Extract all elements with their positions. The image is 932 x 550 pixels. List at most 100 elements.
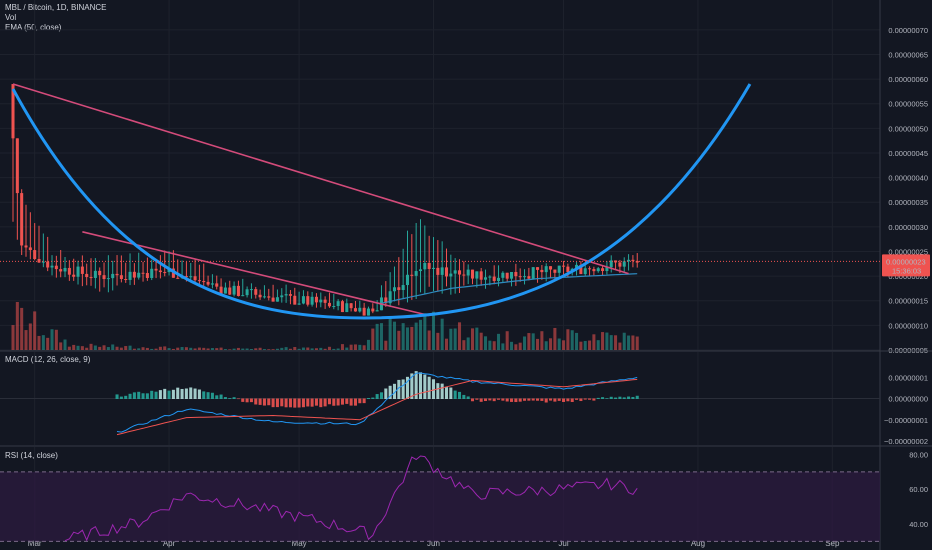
price-tick-label-12: 0.00000010 <box>888 321 928 330</box>
macd-histogram-bar <box>575 398 579 400</box>
symbol-title[interactable]: MBL / Bitcoin, 1D, BINANCE <box>5 3 107 12</box>
volume-bar <box>457 322 462 350</box>
macd-histogram-bar <box>379 392 383 399</box>
volume-bar <box>405 327 410 350</box>
volume-bar <box>245 348 249 350</box>
candle-body <box>358 307 362 312</box>
candle-body <box>349 303 353 309</box>
candle-body <box>371 308 375 312</box>
trendline-major <box>12 83 629 275</box>
candle-body <box>102 275 106 280</box>
volume-bar <box>154 348 158 350</box>
trendline-minor <box>82 231 430 317</box>
volume-bar <box>436 332 440 350</box>
candle-body <box>453 270 457 274</box>
candle-body <box>431 267 436 269</box>
volume-bar <box>106 347 110 350</box>
rsi-line <box>64 455 638 542</box>
volume-bar <box>150 348 154 350</box>
macd-histogram-bar <box>601 397 605 399</box>
candle-body <box>11 84 15 139</box>
candle-body <box>76 266 80 277</box>
macd-pane-label[interactable]: MACD (12, 26, close, 9) <box>5 355 91 364</box>
candle-body <box>197 280 201 282</box>
volume-bar <box>163 346 167 350</box>
price-tick-label-2: 0.00000060 <box>888 75 928 84</box>
candle-body <box>145 273 149 279</box>
rsi-pane-label[interactable]: RSI (14, close) <box>5 451 58 460</box>
indicator-ema[interactable]: EMA (50, close) <box>5 23 62 32</box>
candle-body <box>427 262 431 269</box>
candle-body <box>154 268 158 271</box>
price-tick-label-7: 0.00000035 <box>888 198 928 207</box>
macd-histogram-bar <box>527 398 531 401</box>
macd-histogram-bar <box>388 385 392 399</box>
macd-histogram-bar <box>145 393 149 399</box>
macd-histogram-bar <box>293 398 297 408</box>
volume-bar <box>85 347 89 350</box>
macd-tick-label-3: −0.00000002 <box>884 437 928 446</box>
volume-bar <box>54 329 58 350</box>
volume-bar <box>501 343 505 350</box>
volume-bar <box>89 343 93 350</box>
price-tick-label-3: 0.00000055 <box>888 100 928 109</box>
candle-body <box>202 281 206 283</box>
price-tick-label-11: 0.00000015 <box>888 297 928 306</box>
volume-bar <box>353 344 357 350</box>
price-tag-value: 0.00000023 <box>886 257 926 266</box>
volume-bar <box>392 321 396 350</box>
macd-histogram-bar <box>375 394 379 399</box>
volume-bar <box>475 327 479 350</box>
candle-body <box>375 310 379 312</box>
volume-bar <box>24 330 28 350</box>
macd-histogram-bar <box>614 397 618 399</box>
candle-body <box>492 276 496 281</box>
candle-body <box>418 269 423 272</box>
candle-body <box>85 273 89 278</box>
candle-body <box>609 260 613 268</box>
candle-body <box>37 258 41 263</box>
volume-bar <box>505 331 509 350</box>
macd-histogram-bar <box>401 379 405 399</box>
volume-bar <box>184 347 188 350</box>
candle-body <box>67 267 71 275</box>
candle-body <box>457 270 462 275</box>
x-tick-label-jun: Jun <box>427 539 440 548</box>
candle-body <box>50 265 54 268</box>
candle-body <box>540 269 544 273</box>
macd-histogram-bar <box>271 398 275 408</box>
candle-body <box>562 265 566 267</box>
volume-bar <box>527 333 531 350</box>
volume-bar <box>444 338 449 350</box>
candle-body <box>601 268 605 272</box>
macd-histogram-bar <box>492 398 496 402</box>
macd-histogram-bar <box>622 397 626 399</box>
volume-bar <box>171 348 175 350</box>
volume-bar <box>410 326 414 350</box>
macd-histogram-bar <box>223 397 227 399</box>
volume-bar <box>371 328 375 350</box>
candle-body <box>345 303 349 313</box>
macd-histogram-bar <box>232 397 236 399</box>
volume-bar <box>423 313 427 350</box>
volume-bar <box>167 348 171 350</box>
macd-histogram-bar <box>206 392 210 399</box>
volume-bar <box>262 349 266 350</box>
macd-histogram-bar <box>197 389 201 399</box>
candle-body <box>618 262 622 267</box>
candle-body <box>193 276 197 281</box>
volume-bar <box>310 348 314 350</box>
candle-body <box>505 272 509 279</box>
x-tick-label-may: May <box>292 539 307 548</box>
price-tag-box <box>882 254 930 277</box>
candle-body <box>479 271 483 280</box>
indicator-vol[interactable]: Vol <box>5 13 17 22</box>
candle-body <box>527 276 531 279</box>
volume-bar <box>67 346 71 350</box>
macd-histogram-bar <box>514 398 518 403</box>
macd-histogram-bar <box>310 398 314 407</box>
volume-bar <box>15 302 19 350</box>
candle-body <box>72 274 76 277</box>
candle-body <box>284 294 288 296</box>
